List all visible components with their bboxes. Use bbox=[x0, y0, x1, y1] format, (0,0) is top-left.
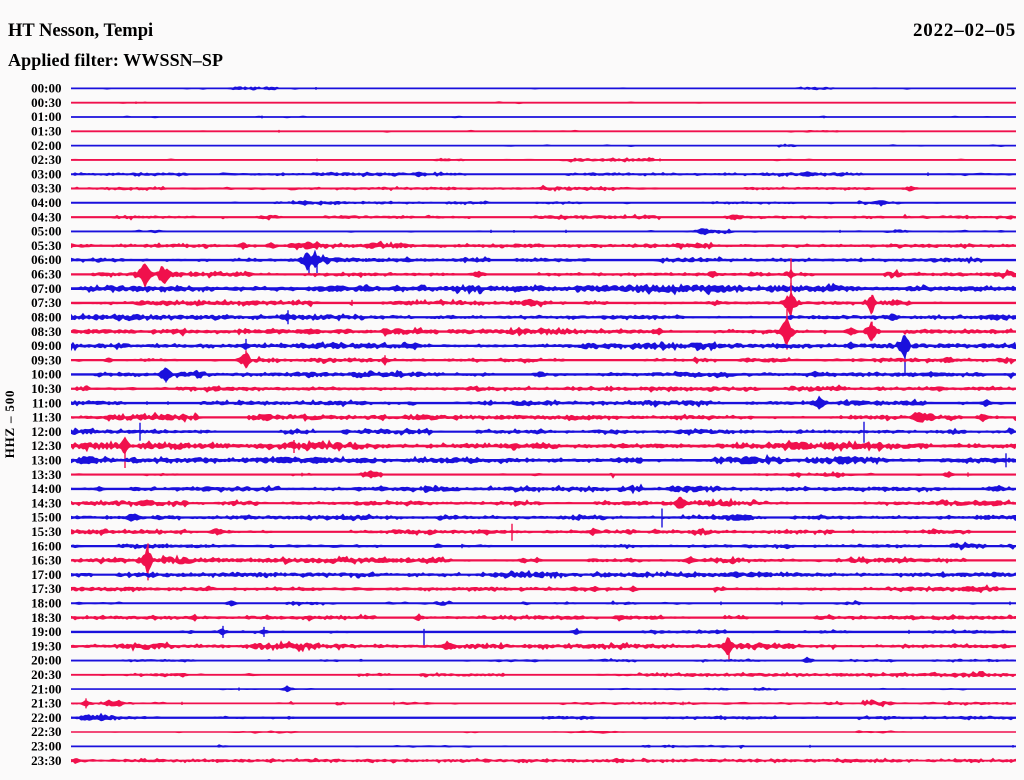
svg-text:22:30: 22:30 bbox=[31, 724, 61, 739]
svg-text:19:00: 19:00 bbox=[31, 624, 61, 639]
svg-text:07:30: 07:30 bbox=[31, 295, 61, 310]
svg-text:07:00: 07:00 bbox=[31, 281, 61, 296]
svg-text:03:00: 03:00 bbox=[31, 166, 61, 181]
svg-text:02:00: 02:00 bbox=[31, 138, 61, 153]
svg-text:02:30: 02:30 bbox=[31, 152, 61, 167]
svg-text:20:00: 20:00 bbox=[31, 653, 61, 668]
svg-text:10:30: 10:30 bbox=[31, 381, 61, 396]
svg-text:05:00: 05:00 bbox=[31, 224, 61, 239]
svg-text:23:30: 23:30 bbox=[31, 753, 61, 768]
svg-text:05:30: 05:30 bbox=[31, 238, 61, 253]
svg-text:18:00: 18:00 bbox=[31, 596, 61, 611]
svg-text:10:00: 10:00 bbox=[31, 367, 61, 382]
svg-text:21:30: 21:30 bbox=[31, 696, 61, 711]
svg-text:13:30: 13:30 bbox=[31, 467, 61, 482]
svg-text:00:00: 00:00 bbox=[31, 81, 61, 96]
svg-text:12:00: 12:00 bbox=[31, 424, 61, 439]
svg-text:09:00: 09:00 bbox=[31, 338, 61, 353]
svg-text:22:00: 22:00 bbox=[31, 710, 61, 725]
svg-text:12:30: 12:30 bbox=[31, 438, 61, 453]
svg-text:08:30: 08:30 bbox=[31, 324, 61, 339]
svg-text:08:00: 08:00 bbox=[31, 309, 61, 324]
svg-text:15:00: 15:00 bbox=[31, 510, 61, 525]
svg-text:04:00: 04:00 bbox=[31, 195, 61, 210]
svg-text:16:30: 16:30 bbox=[31, 553, 61, 568]
svg-text:01:00: 01:00 bbox=[31, 109, 61, 124]
svg-text:19:30: 19:30 bbox=[31, 638, 61, 653]
svg-text:Applied filter: WWSSN–SP: Applied filter: WWSSN–SP bbox=[8, 50, 223, 70]
svg-text:HT Nesson, Tempi: HT Nesson, Tempi bbox=[8, 21, 153, 41]
svg-text:06:00: 06:00 bbox=[31, 252, 61, 267]
svg-text:01:30: 01:30 bbox=[31, 124, 61, 139]
svg-text:11:00: 11:00 bbox=[32, 395, 62, 410]
svg-text:23:00: 23:00 bbox=[31, 739, 61, 754]
svg-text:09:30: 09:30 bbox=[31, 352, 61, 367]
svg-text:04:30: 04:30 bbox=[31, 209, 61, 224]
svg-text:14:00: 14:00 bbox=[31, 481, 61, 496]
svg-text:13:00: 13:00 bbox=[31, 453, 61, 468]
svg-text:18:30: 18:30 bbox=[31, 610, 61, 625]
svg-text:17:30: 17:30 bbox=[31, 581, 61, 596]
svg-text:03:30: 03:30 bbox=[31, 181, 61, 196]
svg-text:20:30: 20:30 bbox=[31, 667, 61, 682]
svg-text:21:00: 21:00 bbox=[31, 681, 61, 696]
svg-text:14:30: 14:30 bbox=[31, 495, 61, 510]
svg-text:11:30: 11:30 bbox=[32, 410, 62, 425]
svg-text:06:30: 06:30 bbox=[31, 267, 61, 282]
svg-text:17:00: 17:00 bbox=[31, 567, 61, 582]
svg-text:2022–02–05: 2022–02–05 bbox=[913, 20, 1016, 41]
svg-text:00:30: 00:30 bbox=[31, 95, 61, 110]
svg-text:HHZ – 500: HHZ – 500 bbox=[2, 390, 17, 459]
svg-text:15:30: 15:30 bbox=[31, 524, 61, 539]
svg-text:16:00: 16:00 bbox=[31, 538, 61, 553]
